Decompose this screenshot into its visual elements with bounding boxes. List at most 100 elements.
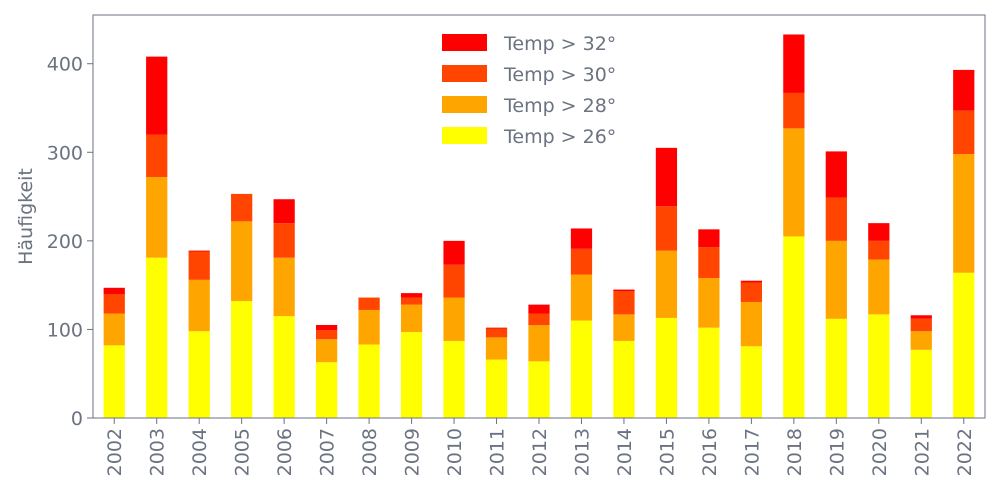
bar-2004-series-4: [188, 250, 210, 252]
bar-2009-series-1: [400, 332, 423, 418]
bar-2013-series-3: [570, 248, 593, 275]
x-tick-label: 2009: [402, 428, 424, 476]
bar-2012-series-2: [528, 325, 550, 362]
legend-label: Temp > 32°: [503, 33, 616, 55]
bar-2008-series-2: [358, 309, 380, 345]
bar-2004-series-3: [188, 251, 210, 280]
x-tick-label: 2002: [104, 428, 126, 476]
bar-2019-series-1: [825, 318, 847, 418]
bar-2017-series-3: [740, 282, 762, 302]
bar-2021-series-4: [910, 315, 932, 319]
bar-2013-series-4: [570, 228, 593, 249]
x-tick-label: 2012: [529, 428, 551, 476]
bar-2018-series-2: [783, 128, 805, 237]
legend-swatch: [442, 127, 487, 144]
y-axis-label: Häufigkeit: [15, 168, 37, 265]
x-tick-label: 2004: [189, 428, 211, 476]
bar-2007-series-2: [316, 339, 338, 363]
bar-2014-series-1: [613, 340, 635, 418]
bar-2018-series-4: [783, 34, 805, 93]
bar-2003-series-1: [146, 257, 168, 418]
bar-2005-series-2: [231, 221, 253, 302]
x-tick-label: 2010: [444, 428, 466, 476]
bar-2017-series-4: [740, 280, 762, 283]
bar-2021-series-1: [910, 349, 932, 418]
bar-2016-series-2: [698, 278, 720, 328]
x-tick-label: 2007: [317, 428, 339, 476]
bar-2007-series-4: [316, 325, 338, 331]
bar-2004-series-1: [188, 331, 210, 418]
bar-2017-series-2: [740, 301, 762, 347]
bar-2012-series-4: [528, 304, 550, 314]
bar-2018-series-1: [783, 236, 805, 418]
bar-2007-series-3: [316, 330, 338, 340]
bar-2021-series-2: [910, 331, 932, 350]
bar-2015-series-4: [655, 147, 678, 207]
bar-2013-series-2: [570, 274, 593, 321]
bar-2004-series-2: [188, 279, 210, 332]
bar-2022-series-2: [953, 154, 975, 273]
bar-2016-series-3: [698, 247, 720, 279]
bar-2008-series-1: [358, 344, 380, 418]
bar-2015-series-3: [655, 206, 678, 251]
bar-2015-series-2: [655, 250, 678, 318]
legend-swatch: [442, 96, 487, 113]
y-tick-label: 200: [47, 231, 83, 253]
bar-2010-series-2: [443, 297, 465, 341]
x-tick-label: 2018: [784, 428, 806, 476]
bar-2006-series-1: [273, 316, 295, 418]
bar-2006-series-2: [273, 257, 295, 317]
bar-2022-series-4: [953, 69, 975, 111]
bar-2006-series-3: [273, 223, 295, 258]
legend-label: Temp > 28°: [503, 95, 616, 117]
bar-2011-series-4: [485, 327, 508, 329]
bar-2016-series-1: [698, 327, 720, 418]
x-tick-label: 2015: [656, 428, 678, 476]
x-axis: 2002 2003 2004 2005 2006 2007 2008 2009 2010 2011…: [104, 418, 976, 476]
bar-2016-series-4: [698, 229, 720, 248]
bar-2015-series-1: [655, 317, 678, 418]
x-tick-label: 2019: [826, 428, 848, 476]
bar-2012-series-1: [528, 361, 550, 418]
bar-2020-series-4: [868, 223, 890, 241]
x-tick-label: 2022: [954, 428, 976, 476]
x-tick-label: 2005: [232, 428, 254, 476]
bar-2019-series-3: [825, 197, 847, 241]
bar-2003-series-4: [146, 56, 168, 135]
bar-2002-series-2: [103, 313, 125, 346]
x-tick-label: 2013: [571, 428, 593, 476]
bar-2014-series-4: [613, 289, 635, 292]
bar-2020-series-2: [868, 259, 890, 315]
bar-2021-series-3: [910, 318, 932, 332]
bars-layer: [103, 34, 975, 418]
y-tick-label: 100: [47, 319, 83, 341]
bar-2019-series-2: [825, 240, 847, 319]
bar-2020-series-3: [868, 240, 890, 260]
bar-2022-series-1: [953, 272, 975, 418]
bar-2002-series-3: [103, 294, 125, 314]
x-tick-label: 2006: [274, 428, 296, 476]
bar-2002-series-1: [103, 345, 125, 418]
x-tick-label: 2014: [614, 428, 636, 476]
bar-2009-series-2: [400, 304, 423, 333]
bar-2019-series-4: [825, 151, 847, 198]
x-tick-label: 2020: [869, 428, 891, 476]
x-tick-label: 2017: [741, 428, 763, 476]
bar-2009-series-4: [400, 293, 423, 298]
y-axis: 0 100 200 300 400: [47, 54, 93, 430]
legend: Temp > 32° Temp > 30° Temp > 28° Temp > 26°: [442, 33, 616, 148]
bar-2005-series-1: [231, 301, 253, 418]
bar-2013-series-1: [570, 320, 593, 418]
x-tick-label: 2016: [699, 428, 721, 476]
bar-2003-series-2: [146, 177, 168, 258]
x-tick-label: 2011: [487, 428, 509, 476]
bar-2022-series-3: [953, 110, 975, 155]
bar-2011-series-1: [485, 359, 508, 418]
bar-2012-series-3: [528, 313, 550, 325]
legend-label: Temp > 30°: [503, 64, 616, 86]
bar-2014-series-3: [613, 291, 635, 315]
bar-2008-series-3: [358, 297, 380, 310]
bar-2006-series-4: [273, 199, 295, 224]
x-tick-label: 2003: [147, 428, 169, 476]
